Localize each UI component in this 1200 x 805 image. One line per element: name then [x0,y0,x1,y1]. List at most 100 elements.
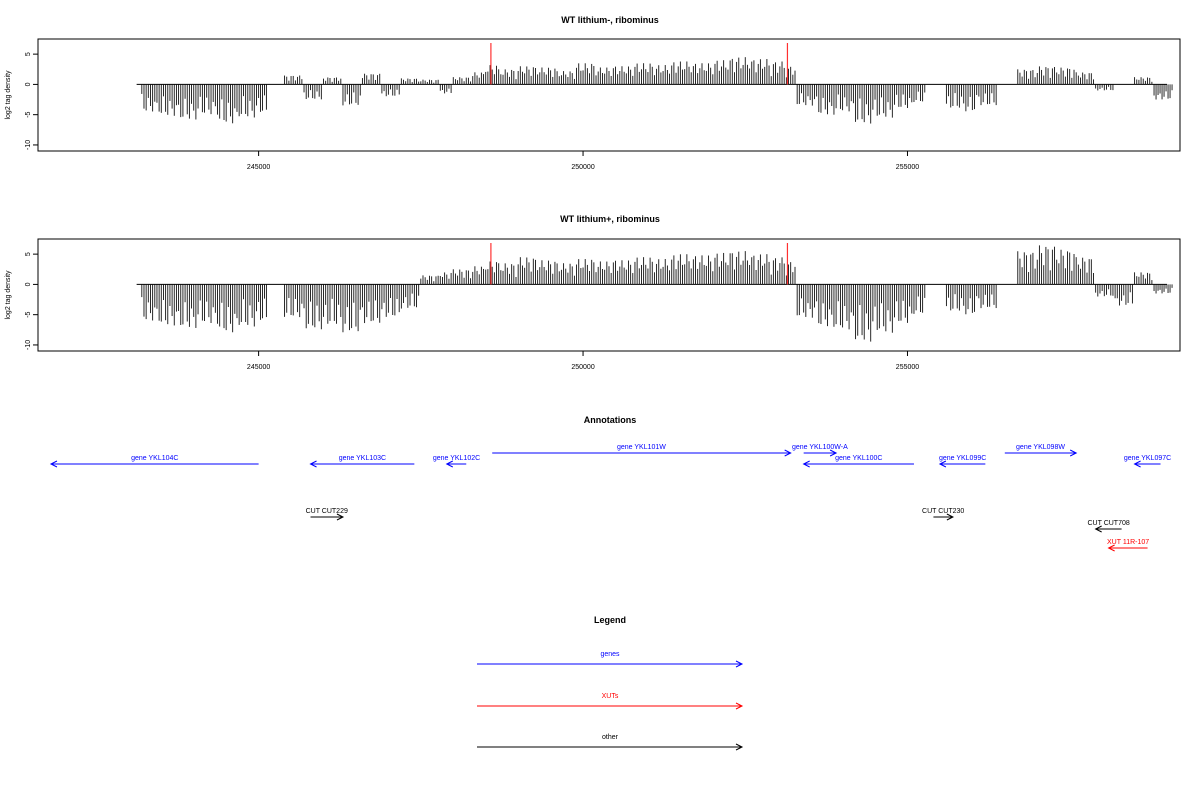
density-bar [472,266,485,285]
density-bar [595,67,614,85]
density-bar [498,69,517,85]
density-bar [517,66,536,85]
density-bar [731,57,751,85]
density-bar [439,272,452,285]
density-bar [855,284,874,342]
arrowhead-icon [829,449,838,457]
feature-label: gene YKL103C [339,455,386,462]
feature-label: gene YKL100C [835,455,882,462]
annotation-feature: gene YKL097C [1124,455,1171,468]
density-bar [634,63,653,85]
legend-title: Legend [594,615,626,625]
x-tick-label: 250000 [571,164,594,171]
feature-label: gene YKL100W-A [792,444,848,451]
density-bar [835,284,854,330]
legend-entry: genes [477,651,744,668]
track-panel-lithium-plus: WT lithium+, ribominus log2 tag density … [5,214,1181,371]
density-bar [400,78,420,85]
density-bar [1036,245,1056,285]
density-bar [303,284,322,330]
arrowhead-icon [336,513,345,521]
density-bar [653,65,673,85]
arrowhead-icon [49,460,58,468]
density-bar [1134,77,1153,85]
arrowhead-icon [445,460,454,468]
density-bar [965,84,978,112]
density-bar [894,284,913,323]
panel-title: WT lithium+, ribominus [560,214,660,224]
feature-label: CUT CUT708 [1087,520,1129,527]
density-bar [855,84,874,124]
annotation-feature: CUT CUT708 [1087,520,1130,533]
density-bar [180,84,199,120]
feature-label: gene YKL099C [939,455,986,462]
density-bar [160,284,180,326]
density-bar [361,73,381,85]
density-bar [141,284,160,321]
density-bar [180,284,199,328]
density-bar [219,84,238,124]
annotation-feature: gene YKL099C [938,455,986,468]
annotation-feature: CUT CUT230 [922,508,964,521]
density-bar [238,84,257,118]
density-bar [751,254,770,285]
legend-label: XUTs [602,693,619,700]
annotation-feature: XUT 11R-107 [1107,539,1149,552]
legend-entry: XUTs [477,693,744,710]
density-bar [783,66,796,85]
density-bar [1134,272,1153,285]
y-tick-label: -5 [25,311,32,317]
feature-label: gene YKL102C [433,455,480,462]
density-bar [258,84,267,112]
density-bar [770,61,783,85]
density-bar [141,84,160,112]
density-bar [303,84,322,100]
density-bar [556,71,575,85]
density-bar [537,260,556,285]
y-tick-label: -10 [25,340,32,350]
density-bar [978,84,997,106]
density-bar [199,284,218,324]
density-bar [160,84,180,116]
density-bar [381,284,400,317]
panel-title: WT lithium-, ribominus [561,15,659,25]
density-bar [1075,72,1094,85]
track-panel-lithium-minus: WT lithium-, ribominus log2 tag density … [5,15,1181,171]
density-bar [199,84,218,115]
arrowhead-icon [946,513,955,521]
x-tick-label: 255000 [896,364,919,371]
arrowhead-icon [735,702,744,710]
density-bar [361,284,381,324]
density-bar [751,58,770,85]
arrowhead-icon [784,449,792,457]
arrowhead-icon [1094,525,1102,533]
arrowhead-icon [735,660,744,668]
density-bar [284,75,303,85]
density-bar [712,252,731,285]
annotation-feature: gene YKL100W-A [792,444,848,457]
annotations-track: Annotations gene YKL104C gene YKL103C gene… [49,415,1171,552]
density-bar [219,284,238,333]
annotations-title: Annotations [584,415,637,425]
density-bar [556,263,575,285]
feature-label: gene YKL101W [617,444,666,451]
y-tick-label: -10 [25,140,32,150]
density-bar [1114,284,1133,306]
density-bar [439,84,452,94]
density-bar [1036,66,1056,85]
density-bar [284,284,303,318]
density-bar [615,66,634,85]
feature-label: CUT CUT229 [306,508,348,515]
density-bar [835,84,854,112]
y-tick-label: 5 [25,52,32,56]
y-tick-label: -5 [25,111,32,117]
density-bar [238,284,257,327]
density-bar [913,284,926,314]
density-bar [783,262,796,285]
annotation-feature: gene YKL103C [309,455,415,468]
density-bar [517,257,536,285]
y-tick-label: 5 [25,252,32,256]
density-bar [1017,69,1036,85]
density-bar [770,257,783,285]
